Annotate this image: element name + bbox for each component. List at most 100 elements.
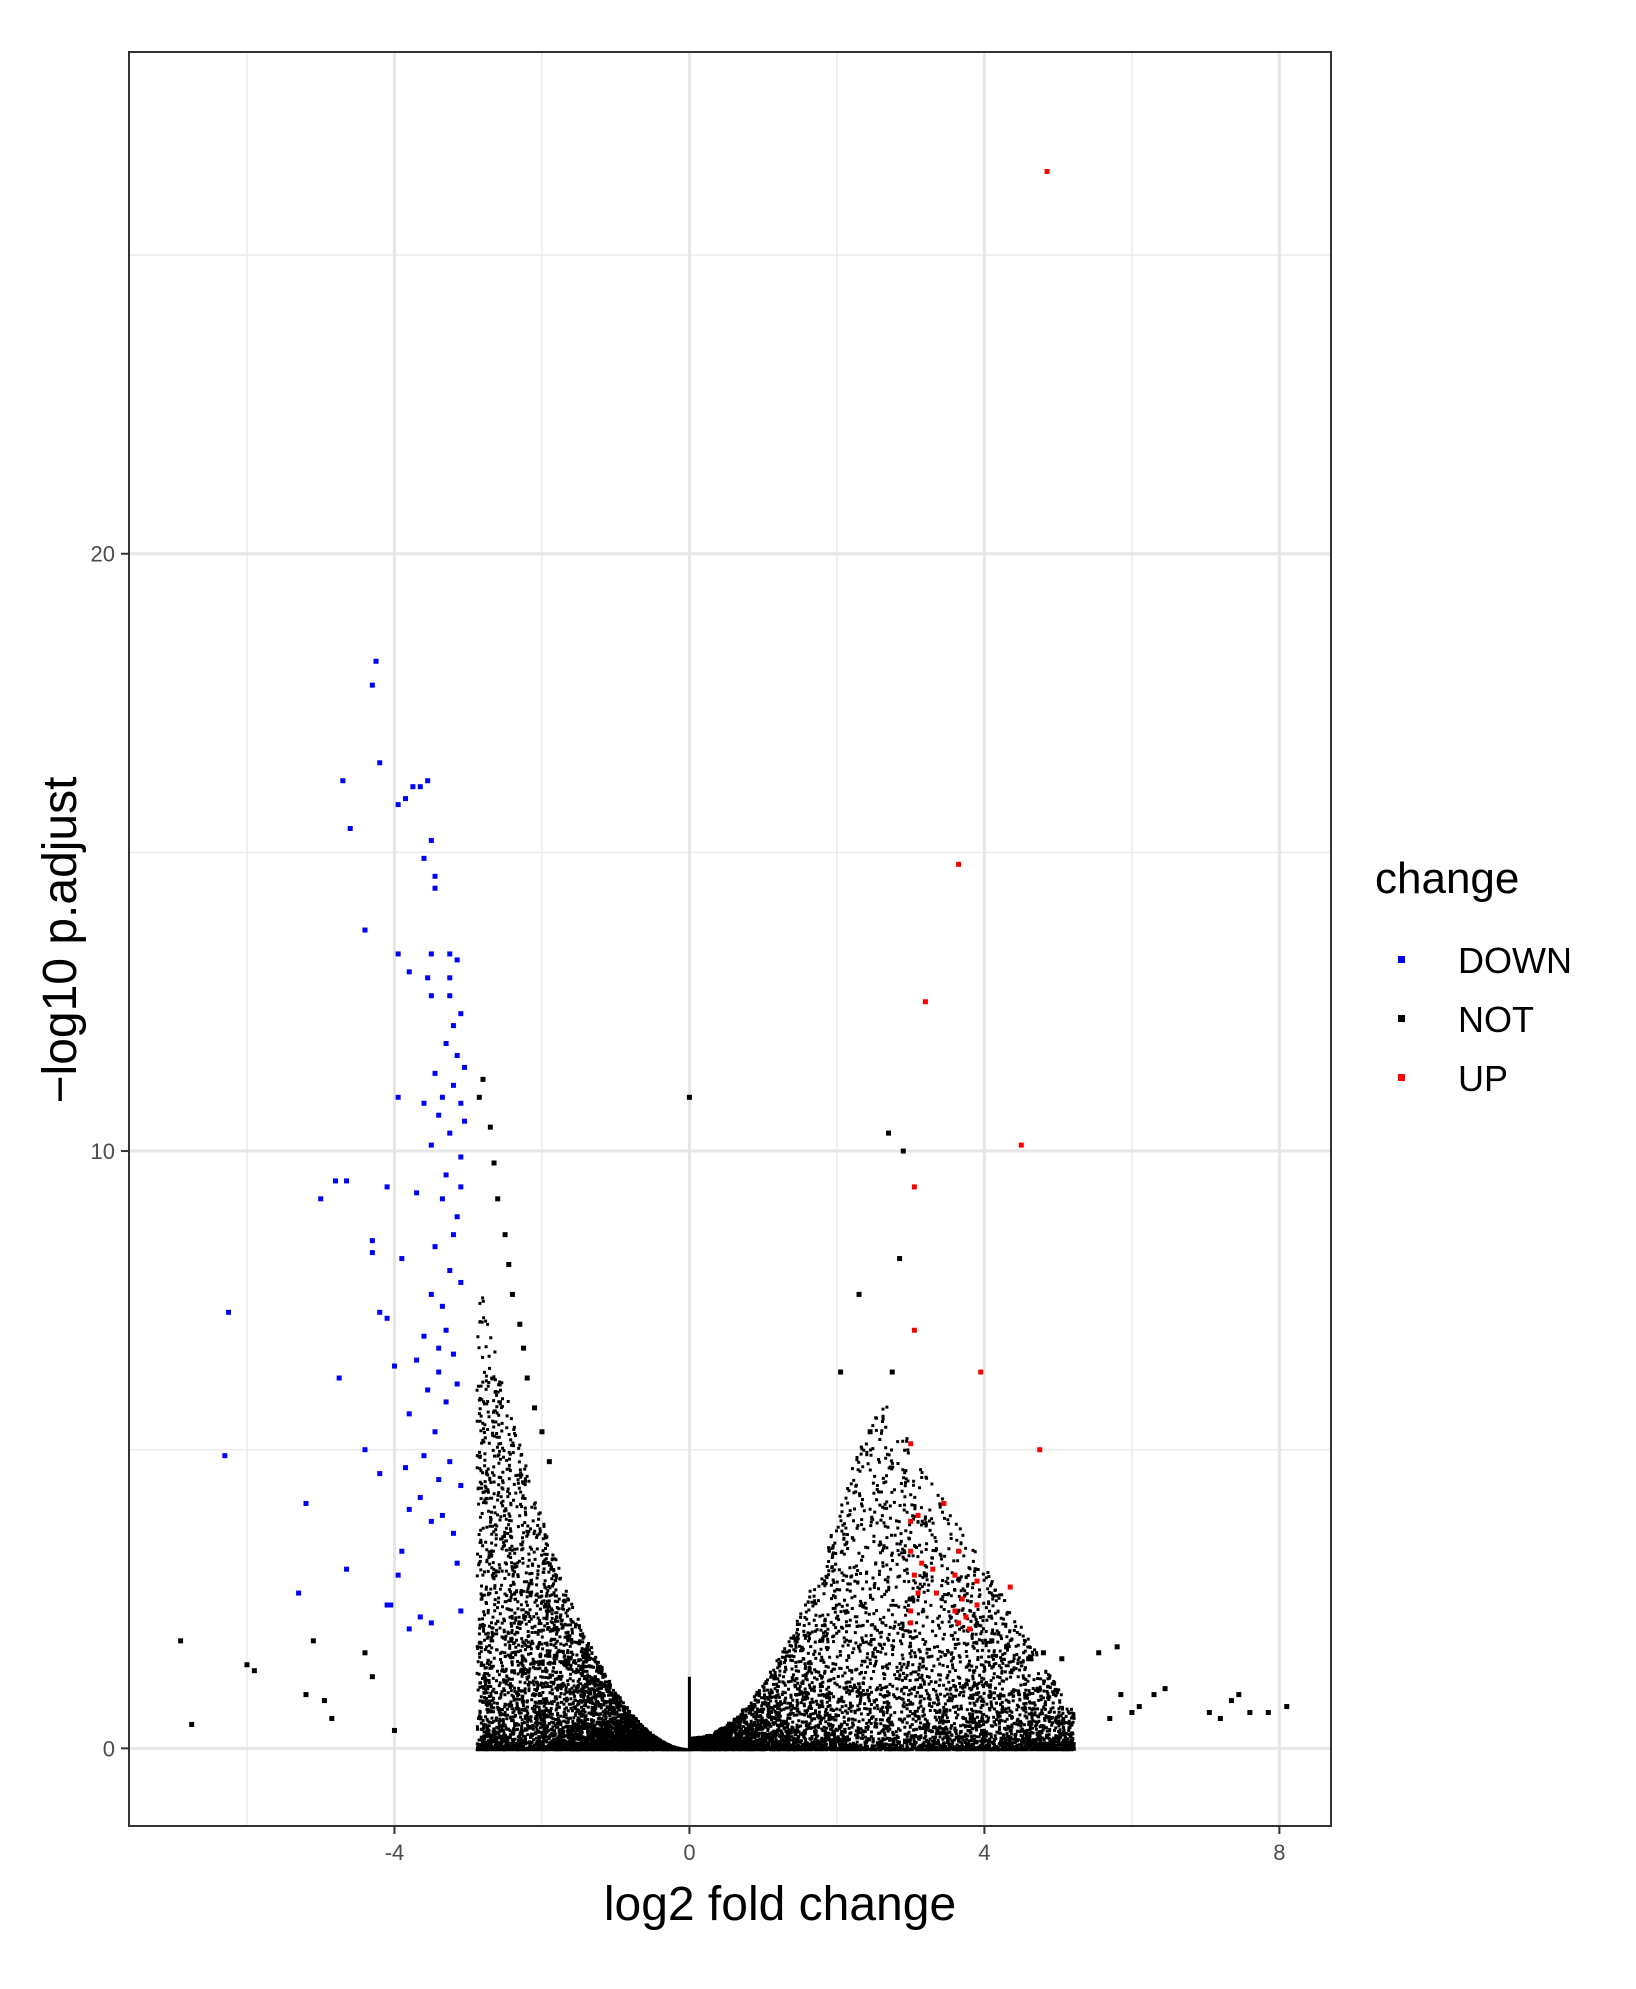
up-point bbox=[1044, 168, 1050, 174]
not-point bbox=[506, 1262, 512, 1268]
not-point bbox=[502, 1232, 508, 1238]
legend-label-up: UP bbox=[1458, 1058, 1508, 1099]
down-point bbox=[369, 682, 375, 688]
not-point bbox=[362, 1650, 368, 1656]
not-point bbox=[856, 1291, 862, 1297]
down-point bbox=[406, 969, 412, 975]
down-point bbox=[454, 1381, 460, 1387]
down-point bbox=[432, 1429, 438, 1435]
not-point bbox=[476, 1094, 482, 1100]
up-point bbox=[915, 1590, 921, 1596]
not-point bbox=[495, 1196, 501, 1202]
down-point bbox=[454, 1052, 460, 1058]
not-point bbox=[922, 1572, 928, 1578]
down-point bbox=[222, 1453, 228, 1459]
not-point bbox=[989, 1638, 995, 1644]
not-point bbox=[897, 1256, 903, 1262]
not-point bbox=[1217, 1715, 1223, 1721]
down-point bbox=[458, 1483, 464, 1489]
grid-minor bbox=[129, 52, 1331, 1826]
not-point bbox=[480, 1076, 486, 1082]
down-point bbox=[362, 1447, 368, 1453]
not-point bbox=[532, 1405, 538, 1411]
down-point bbox=[432, 1244, 438, 1250]
not-point bbox=[686, 1094, 692, 1100]
up-point bbox=[974, 1578, 980, 1584]
not-point bbox=[189, 1721, 195, 1727]
down-point bbox=[436, 1477, 442, 1483]
down-point bbox=[447, 1459, 453, 1465]
not-point bbox=[1096, 1650, 1102, 1656]
legend-key-down bbox=[1398, 956, 1405, 963]
up-point bbox=[911, 1184, 917, 1190]
not-point bbox=[838, 1369, 844, 1375]
up-point bbox=[952, 1572, 958, 1578]
x-tick-label: 4 bbox=[978, 1840, 990, 1865]
legend-label-down: DOWN bbox=[1458, 940, 1572, 981]
not-point bbox=[889, 1369, 895, 1375]
not-point bbox=[487, 1124, 493, 1130]
down-point bbox=[436, 1112, 442, 1118]
down-point bbox=[318, 1196, 324, 1202]
down-point bbox=[369, 1238, 375, 1244]
down-point bbox=[443, 1172, 449, 1178]
not-point bbox=[329, 1715, 335, 1721]
down-point bbox=[458, 1154, 464, 1160]
not-point bbox=[886, 1130, 892, 1136]
up-point bbox=[967, 1626, 973, 1632]
down-point bbox=[439, 1512, 445, 1518]
down-point bbox=[344, 1178, 350, 1184]
up-point bbox=[922, 999, 928, 1005]
down-point bbox=[454, 1560, 460, 1566]
down-point bbox=[336, 1375, 342, 1381]
down-point bbox=[421, 1453, 427, 1459]
not-point bbox=[1129, 1710, 1135, 1716]
down-point bbox=[410, 784, 416, 790]
not-point bbox=[521, 1345, 527, 1351]
axis-ticks: -4 0 4 8 0 10 20 bbox=[91, 542, 1286, 1865]
down-point bbox=[454, 957, 460, 963]
y-tick-label: 0 bbox=[103, 1736, 115, 1761]
down-point bbox=[443, 1399, 449, 1405]
down-point bbox=[447, 951, 453, 957]
not-point bbox=[321, 1698, 327, 1704]
not-point bbox=[539, 1429, 545, 1435]
down-point bbox=[450, 1232, 456, 1238]
up-point bbox=[908, 1620, 914, 1626]
up-point bbox=[908, 1608, 914, 1614]
down-point bbox=[403, 796, 409, 802]
down-point bbox=[362, 927, 368, 933]
down-point bbox=[458, 1279, 464, 1285]
down-point bbox=[428, 1518, 434, 1524]
plot-panel bbox=[129, 52, 1331, 1826]
not-point bbox=[1004, 1644, 1010, 1650]
up-point bbox=[1037, 1447, 1043, 1453]
up-point bbox=[963, 1614, 969, 1620]
up-point bbox=[956, 861, 962, 867]
down-point bbox=[406, 1411, 412, 1417]
down-point bbox=[332, 1178, 338, 1184]
down-point bbox=[373, 658, 379, 664]
down-point bbox=[447, 1130, 453, 1136]
down-point bbox=[417, 1494, 423, 1500]
down-point bbox=[439, 1094, 445, 1100]
not-point bbox=[1206, 1710, 1212, 1716]
up-point bbox=[915, 1512, 921, 1518]
down-point bbox=[421, 855, 427, 861]
not-point bbox=[310, 1638, 316, 1644]
up-point bbox=[978, 1369, 984, 1375]
down-point bbox=[296, 1590, 302, 1596]
down-point bbox=[432, 873, 438, 879]
not-significant-cloud bbox=[475, 1296, 1076, 1752]
down-point bbox=[384, 1184, 390, 1190]
down-point bbox=[399, 1548, 405, 1554]
up-point bbox=[959, 1596, 965, 1602]
legend-key-not bbox=[1398, 1015, 1405, 1022]
grid-major bbox=[129, 52, 1331, 1826]
not-point bbox=[1026, 1656, 1032, 1662]
up-point bbox=[956, 1620, 962, 1626]
down-point bbox=[414, 1357, 420, 1363]
not-point bbox=[1247, 1710, 1253, 1716]
